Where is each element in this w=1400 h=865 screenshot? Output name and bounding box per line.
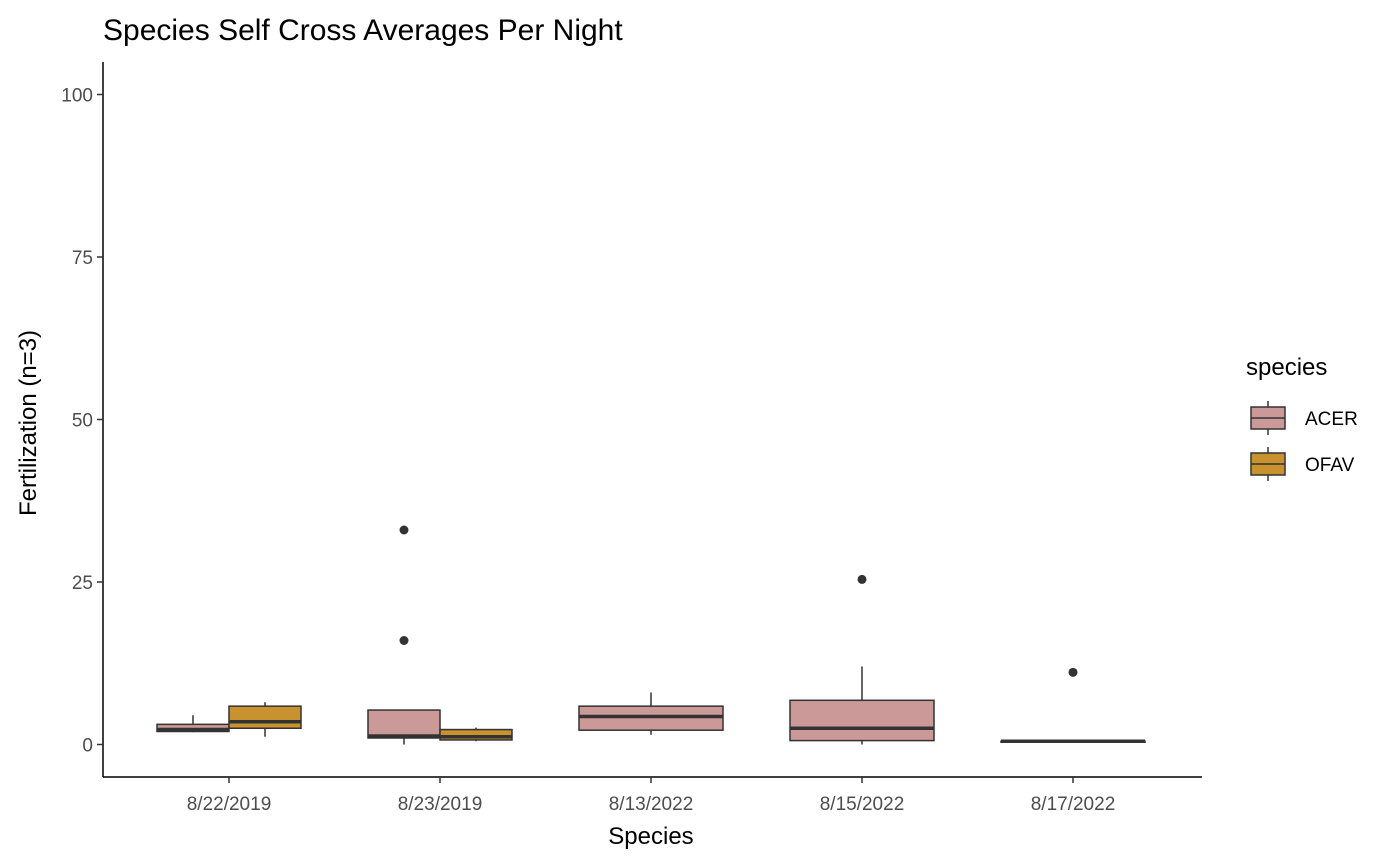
- outlier-point: [1068, 667, 1078, 677]
- y-tick-label: 0: [82, 736, 93, 757]
- x-tick-label: 8/13/2022: [609, 794, 694, 815]
- box-acer-2: [578, 692, 724, 735]
- box-body: [439, 728, 513, 741]
- box-acer-0: [156, 715, 230, 733]
- outlier-point: [399, 636, 409, 645]
- y-axis-title: Fertilization (n=3): [15, 330, 42, 516]
- plot-area: [156, 525, 1146, 745]
- y-tick-label: 25: [72, 573, 93, 594]
- legend-label: ACER: [1305, 409, 1358, 430]
- box-ofav-1: [439, 727, 513, 742]
- x-axis: 8/22/2019 8/23/2019 8/13/2022 8/15/2022 8/17…: [103, 776, 1202, 815]
- x-tick-label: 8/22/2019: [187, 794, 272, 815]
- y-tick-label: 75: [72, 248, 93, 269]
- x-tick-label: 8/15/2022: [820, 794, 905, 815]
- legend-label: OFAV: [1305, 455, 1355, 476]
- outlier-point: [399, 525, 409, 535]
- legend: species ACER OFAV: [1246, 354, 1358, 481]
- box-body: [228, 705, 302, 730]
- legend-item-ofav: OFAV: [1250, 447, 1355, 481]
- y-tick-label: 50: [72, 411, 93, 432]
- outlier-point: [857, 574, 867, 584]
- x-tick-label: 8/23/2019: [398, 794, 483, 815]
- y-tick-label: 100: [61, 86, 93, 107]
- box-acer-4: [1000, 667, 1146, 743]
- legend-title: species: [1246, 354, 1327, 381]
- box-body: [367, 709, 441, 739]
- x-axis-title: Species: [608, 823, 693, 850]
- legend-item-acer: ACER: [1250, 401, 1358, 435]
- box-acer-3: [789, 574, 935, 745]
- x-tick-label: 8/17/2022: [1031, 794, 1116, 815]
- chart-title: Species Self Cross Averages Per Night: [103, 14, 623, 47]
- box-acer-1: [367, 525, 441, 745]
- box-body: [789, 699, 935, 742]
- y-axis: 0 25 50 75 100: [61, 62, 104, 777]
- box-ofav-0: [228, 702, 302, 737]
